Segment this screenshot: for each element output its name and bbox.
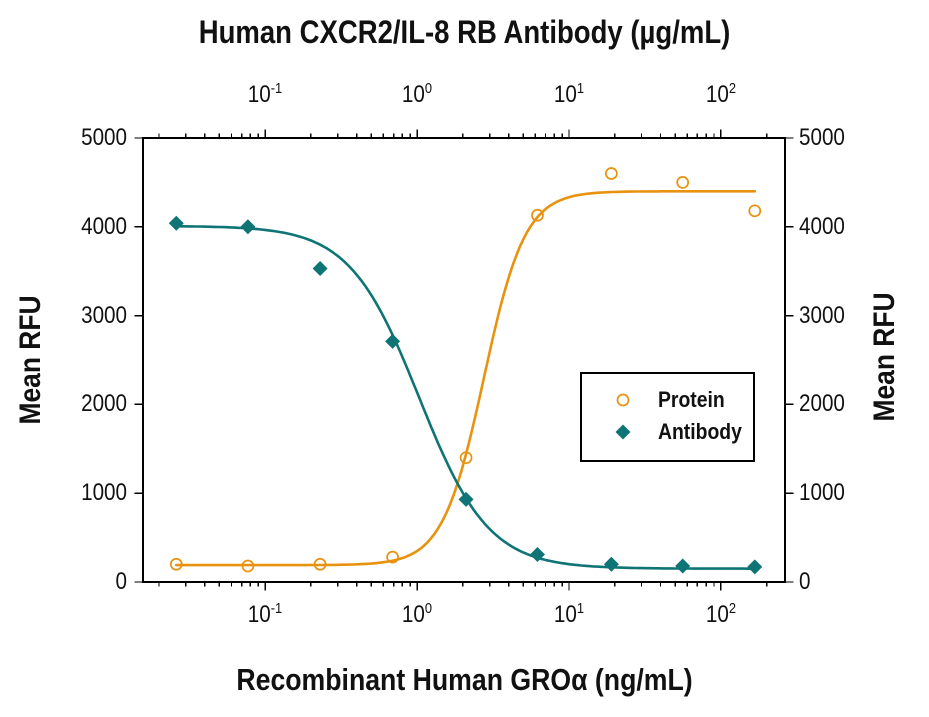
legend-item-label: Protein [658, 387, 725, 412]
log-tick-label: 10-1 [247, 600, 283, 628]
left-y-tick-label: 5000 [81, 124, 127, 151]
antibody-data-point [675, 558, 691, 574]
antibody-data-point [312, 261, 328, 277]
protein-fit-curve [175, 190, 757, 567]
antibody-data-point [240, 219, 256, 235]
left-y-tick-label: 2000 [81, 390, 127, 418]
protein-data-point [169, 557, 183, 571]
left-y-tick-label: 3000 [81, 301, 127, 329]
left-y-tick-label: 1000 [81, 479, 127, 507]
protein-data-point [459, 451, 473, 465]
x-axis-label: Recombinant Human GROα (ng/mL) [236, 662, 693, 697]
protein-data-point [313, 557, 327, 571]
protein-data-point [748, 204, 762, 218]
right-y-axis-label: Mean RFU [868, 292, 901, 422]
right-y-tick-label: 2000 [799, 390, 845, 418]
log-tick-label: 102 [705, 80, 737, 108]
antibody-data-point [603, 556, 619, 572]
left-y-axis-label: Mean RFU [14, 295, 47, 425]
legend-item: Antibody [582, 416, 753, 448]
protein-data-point [605, 167, 618, 180]
protein-data-point [531, 208, 544, 222]
antibody-data-point [529, 546, 545, 562]
left-y-tick-label: 4000 [81, 212, 127, 240]
log-tick-label: 101 [553, 80, 585, 108]
antibody-data-point [458, 491, 474, 507]
antibody-data-point [747, 559, 763, 575]
protein-data-point [386, 550, 399, 564]
protein-data-point [676, 176, 690, 189]
antibody-data-point [385, 333, 401, 349]
right-y-tick-label: 1000 [799, 479, 845, 507]
log-tick-label: 102 [705, 600, 737, 628]
log-tick-label: 10-1 [247, 80, 283, 108]
log-tick-label: 100 [402, 600, 433, 628]
filled-diamond-icon [600, 422, 646, 442]
log-tick-label: 101 [553, 600, 585, 628]
right-y-tick-label: 5000 [799, 124, 845, 151]
legend: Protein Antibody [580, 372, 755, 462]
open-circle-icon [600, 390, 646, 410]
legend-item: Protein [582, 384, 753, 416]
antibody-data-point [168, 215, 184, 231]
log-tick-label: 100 [402, 80, 433, 108]
plot-frame [142, 137, 786, 583]
right-y-tick-label: 4000 [799, 212, 845, 240]
protein-data-point [241, 559, 255, 573]
legend-item-label: Antibody [657, 419, 742, 444]
right-y-tick-label: 0 [799, 568, 811, 595]
chart-title: Human CXCR2/IL-8 RB Antibody (µg/mL) [198, 14, 731, 50]
left-y-tick-label: 0 [115, 568, 127, 595]
right-y-tick-label: 3000 [799, 301, 845, 329]
